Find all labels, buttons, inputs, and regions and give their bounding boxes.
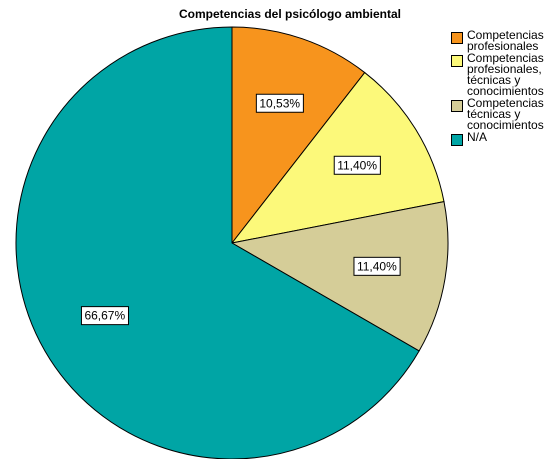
label-box bbox=[353, 256, 401, 276]
data-label: 11,40% bbox=[357, 259, 397, 273]
pie-slice bbox=[231, 26, 366, 245]
legend-label: Competencias profesionales, técnicas y c… bbox=[467, 51, 544, 98]
legend-item: Competencias técnicas y conocimientos bbox=[451, 96, 554, 132]
data-label: 10,53% bbox=[259, 96, 300, 110]
legend-swatch bbox=[451, 32, 463, 44]
pie-slice bbox=[230, 201, 449, 352]
label-box bbox=[80, 306, 129, 326]
legend-label: Competencias técnicas y conocimientos bbox=[467, 96, 544, 132]
legend-item: Competencias profesionales bbox=[451, 28, 554, 53]
data-label: 11,40% bbox=[337, 158, 377, 172]
legend-swatch bbox=[451, 55, 463, 67]
legend: Competencias profesionales Competencias p… bbox=[451, 28, 554, 147]
legend-swatch bbox=[451, 100, 463, 112]
data-label: 66,67% bbox=[84, 309, 125, 323]
legend-label: Competencias profesionales bbox=[467, 28, 544, 53]
legend-label: N/A bbox=[467, 130, 488, 144]
legend-item: Competencias profesionales, técnicas y c… bbox=[451, 51, 554, 98]
legend-swatch bbox=[451, 134, 463, 146]
legend-item: N/A bbox=[451, 130, 554, 146]
label-box bbox=[333, 155, 381, 175]
chart-title: Competencias del psicólogo ambiental bbox=[179, 7, 401, 21]
pie-slice bbox=[15, 26, 420, 459]
label-box bbox=[255, 93, 304, 113]
